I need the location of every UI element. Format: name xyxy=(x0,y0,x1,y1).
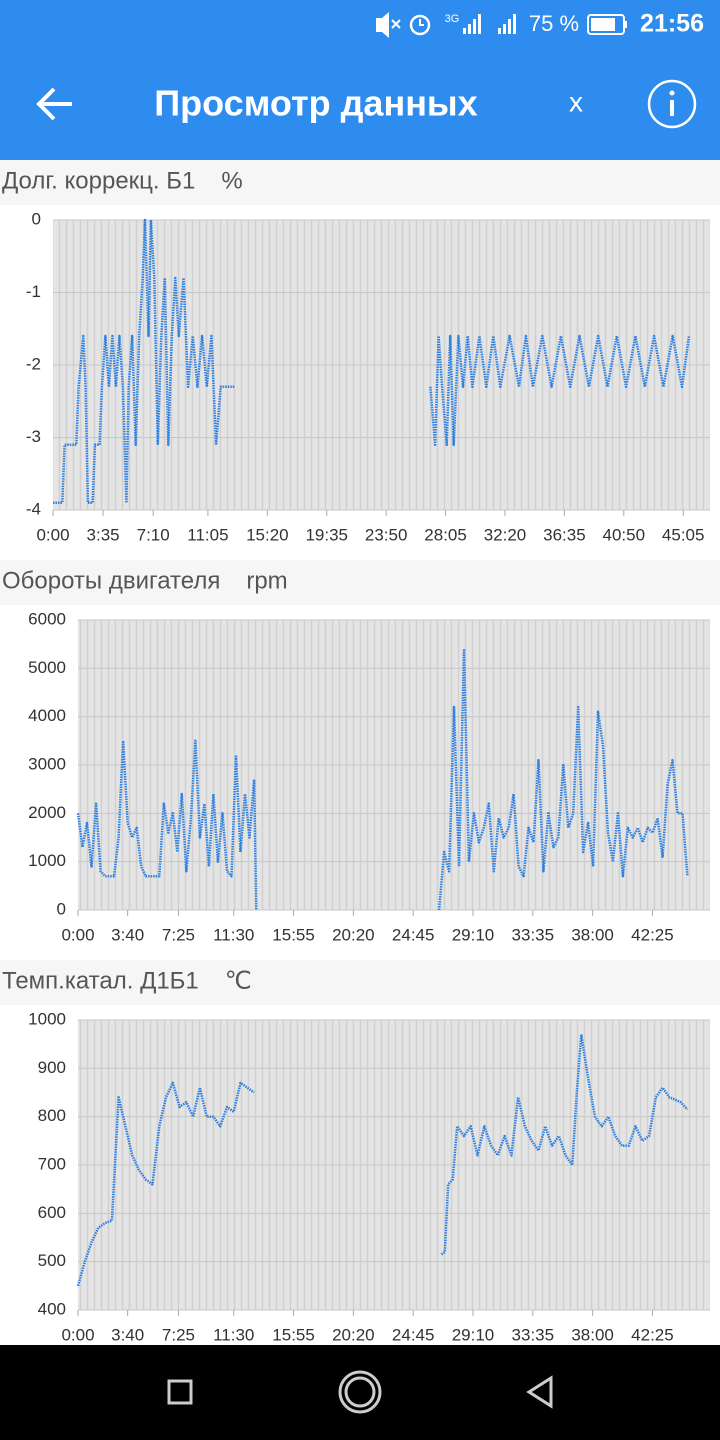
charts: Долг. коррекц. Б1 % 0 -1 -2 -3 -4 0:00 3:35 7:10 1… xyxy=(0,160,720,1344)
x-tick-label: 7:25 xyxy=(162,1325,195,1344)
y-tick-label: -1 xyxy=(26,282,41,301)
data-line xyxy=(76,647,689,911)
back-button[interactable] xyxy=(36,87,72,121)
x-tick-label: 20:20 xyxy=(332,1325,375,1344)
x-tick-label: 23:50 xyxy=(365,525,408,544)
home-button[interactable] xyxy=(338,1370,382,1414)
x-tick-label: 19:35 xyxy=(305,525,348,544)
y-tick-label: 1000 xyxy=(28,1009,66,1028)
y-tick-label: 6000 xyxy=(28,609,66,628)
chart-header xyxy=(0,160,720,205)
chart-unit: ℃ xyxy=(225,967,252,994)
y-tick-label: -3 xyxy=(26,427,41,446)
x-tick-label: 0:00 xyxy=(36,525,69,544)
y-tick-label: 4000 xyxy=(28,706,66,725)
y-tick-label: 1000 xyxy=(28,851,66,870)
status-icons xyxy=(376,12,627,38)
x-tick-label: 24:45 xyxy=(392,925,435,944)
data-line xyxy=(76,1033,689,1287)
x-tick-label: 45:05 xyxy=(662,525,705,544)
y-tick-label: -2 xyxy=(26,354,41,373)
recent-button[interactable] xyxy=(167,1379,193,1405)
chart-header xyxy=(0,560,720,605)
battery-level: 75 % xyxy=(529,11,579,36)
y-tick-label: -4 xyxy=(26,499,41,518)
y-tick-label: 600 xyxy=(38,1203,66,1222)
x-tick-label: 3:35 xyxy=(87,525,120,544)
x-tick-label: 24:45 xyxy=(392,1325,435,1344)
data-line xyxy=(53,218,691,505)
x-tick-label: 29:10 xyxy=(452,1325,495,1344)
x-tick-label: 7:10 xyxy=(137,525,170,544)
close-button[interactable]: x xyxy=(569,86,583,117)
y-tick-label: 400 xyxy=(38,1299,66,1318)
x-tick-label: 15:55 xyxy=(272,1325,315,1344)
x-tick-label: 20:20 xyxy=(332,925,375,944)
x-tick-label: 3:40 xyxy=(111,925,144,944)
screen-title: Просмотр данных xyxy=(154,83,477,124)
x-tick-label: 3:40 xyxy=(111,1325,144,1344)
y-tick-label: 0 xyxy=(32,209,41,228)
chart-title: Обороты двигателя xyxy=(2,567,220,594)
chart-unit: % xyxy=(221,167,242,194)
y-tick-label: 500 xyxy=(38,1251,66,1270)
y-tick-label: 3000 xyxy=(28,754,66,773)
x-tick-label: 33:35 xyxy=(512,1325,555,1344)
x-tick-label: 38:00 xyxy=(571,1325,614,1344)
y-tick-label: 5000 xyxy=(28,658,66,677)
info-button[interactable] xyxy=(647,79,697,129)
x-tick-label: 29:10 xyxy=(452,925,495,944)
nav-bar xyxy=(0,1345,720,1440)
x-tick-label: 15:55 xyxy=(272,925,315,944)
x-tick-label: 11:30 xyxy=(213,925,254,944)
back-nav-button[interactable] xyxy=(526,1375,553,1409)
chart-unit: rpm xyxy=(246,567,287,594)
chart-title: Темп.катал. Д1Б1 xyxy=(2,967,199,994)
x-tick-label: 15:20 xyxy=(246,525,289,544)
x-tick-label: 38:00 xyxy=(571,925,614,944)
x-tick-label: 11:05 xyxy=(187,525,228,544)
x-tick-label: 42:25 xyxy=(631,925,674,944)
y-tick-label: 900 xyxy=(38,1058,66,1077)
y-tick-label: 0 xyxy=(57,899,66,918)
x-tick-label: 0:00 xyxy=(61,925,94,944)
network-type: 3G xyxy=(445,13,460,25)
y-tick-label: 700 xyxy=(38,1154,66,1173)
clock: 21:56 xyxy=(640,10,704,38)
x-tick-label: 40:50 xyxy=(603,525,646,544)
x-tick-label: 28:05 xyxy=(424,525,467,544)
x-tick-label: 7:25 xyxy=(162,925,195,944)
x-tick-label: 32:20 xyxy=(484,525,527,544)
x-tick-label: 42:25 xyxy=(631,1325,674,1344)
x-tick-label: 11:30 xyxy=(213,1325,254,1344)
x-tick-label: 0:00 xyxy=(61,1325,94,1344)
x-tick-label: 36:35 xyxy=(543,525,586,544)
x-tick-label: 33:35 xyxy=(512,925,555,944)
chart-header xyxy=(0,960,720,1005)
chart-title: Долг. коррекц. Б1 xyxy=(2,167,195,194)
y-tick-label: 800 xyxy=(38,1106,66,1125)
y-tick-label: 2000 xyxy=(28,803,66,822)
